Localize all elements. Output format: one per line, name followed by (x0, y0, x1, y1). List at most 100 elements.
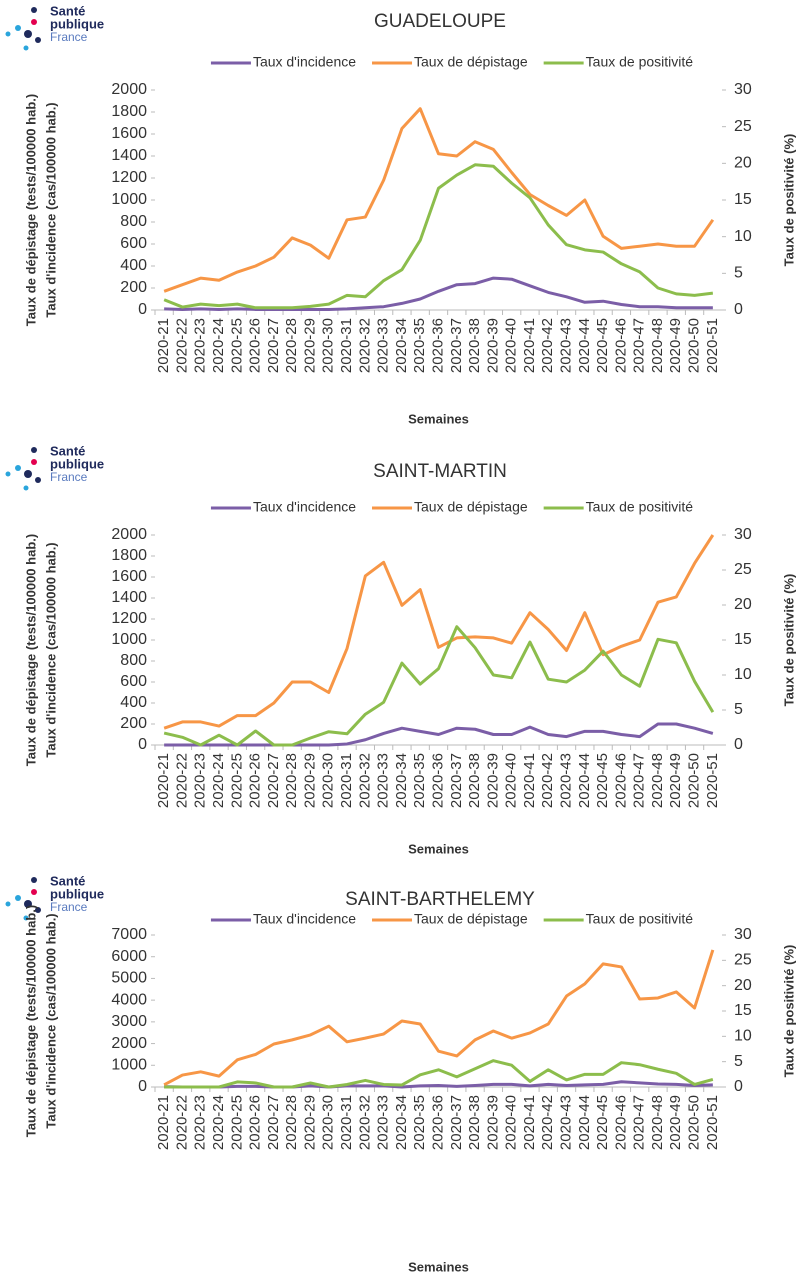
x-tick-label: 2020-38 (466, 753, 483, 808)
logo-dot (31, 889, 37, 895)
x-tick-label: 2020-51 (704, 318, 721, 373)
legend-label: Taux d'incidence (253, 911, 356, 927)
y2-tick-label: 5 (734, 701, 743, 718)
x-tick-label: 2020-32 (356, 753, 373, 808)
x-tick-label: 2020-47 (631, 1095, 648, 1150)
y-tick-label: 1000 (111, 1057, 147, 1074)
logo-dot (35, 37, 41, 43)
x-tick-label: 2020-31 (338, 753, 355, 808)
legend: Taux d'incidence Taux de dépistage Taux de… (210, 911, 693, 927)
y2-tick-label: 10 (734, 228, 752, 245)
y-tick-label: 1200 (111, 610, 147, 627)
logo-text: France (50, 900, 88, 914)
y-tick-label: 1600 (111, 568, 147, 585)
x-tick-label: 2020-25 (228, 318, 245, 373)
x-tick-label: 2020-24 (210, 318, 227, 373)
y2-axis-title: Taux de positivité (%) (781, 134, 796, 267)
logo-dot (15, 465, 21, 471)
logo-dot (31, 877, 37, 883)
x-tick-label: 2020-51 (704, 1095, 721, 1150)
y-tick-label: 1200 (111, 169, 147, 186)
y2-tick-label: 25 (734, 952, 752, 969)
y-tick-label: 1800 (111, 103, 147, 120)
y-tick-label: 400 (120, 694, 147, 711)
legend-label: Taux d'incidence (253, 499, 356, 515)
x-tick-label: 2020-28 (283, 753, 300, 808)
x-tick-label: 2020-35 (411, 753, 428, 808)
x-tick-label: 2020-34 (393, 753, 410, 808)
x-tick-label: 2020-44 (576, 753, 593, 808)
x-tick-label: 2020-22 (173, 318, 190, 373)
legend-label: Taux de positivité (586, 54, 694, 70)
x-tick-label: 2020-36 (429, 1095, 446, 1150)
x-tick-label: 2020-49 (667, 1095, 684, 1150)
series-line (163, 534, 715, 730)
x-tick-label: 2020-21 (155, 1095, 172, 1150)
y-tick-label: 600 (120, 235, 147, 252)
x-tick-label: 2020-33 (375, 318, 392, 373)
x-tick-label: 2020-40 (503, 318, 520, 373)
chart-title: GUADELOUPE (374, 11, 506, 32)
x-tick-label: 2020-46 (612, 1095, 629, 1150)
y-axis-title: Taux de dépistage (tests/100000 hab.) (23, 94, 38, 326)
y-tick-label: 0 (138, 301, 147, 318)
logo-text: Santé (50, 3, 85, 18)
y-tick-label: 200 (120, 279, 147, 296)
y2-tick-label: 5 (734, 1053, 743, 1070)
y-tick-label: 4000 (111, 991, 147, 1008)
x-tick-label: 2020-37 (448, 753, 465, 808)
x-tick-label: 2020-49 (667, 753, 684, 808)
x-tick-label: 2020-42 (539, 753, 556, 808)
legend-label: Taux d'incidence (253, 54, 356, 70)
y-tick-label: 400 (120, 257, 147, 274)
logo-text: Santé (50, 443, 85, 458)
x-tick-label: 2020-23 (192, 753, 209, 808)
x-axis-title: Semaines (408, 411, 469, 426)
logo-dot (5, 471, 11, 477)
x-tick-label: 2020-29 (301, 318, 318, 373)
x-tick-label: 2020-45 (594, 318, 611, 373)
series-line (164, 1080, 713, 1089)
series-line (164, 722, 714, 747)
x-tick-label: 2020-44 (576, 1095, 593, 1150)
y-tick-label: 1000 (111, 191, 147, 208)
logo-dot (5, 31, 11, 37)
x-tick-label: 2020-26 (247, 1095, 264, 1150)
x-tick-label: 2020-48 (649, 1095, 666, 1150)
x-tick-label: 2020-21 (155, 318, 172, 373)
x-tick-label: 2020-45 (594, 753, 611, 808)
y-axis-title: Taux de dépistage (tests/100000 hab.) (23, 534, 38, 766)
x-tick-label: 2020-37 (448, 318, 465, 373)
y2-tick-label: 0 (734, 1078, 743, 1095)
x-tick-label: 2020-36 (429, 753, 446, 808)
logo-dot (24, 470, 32, 478)
y2-tick-label: 15 (734, 191, 752, 208)
y2-tick-label: 10 (734, 1028, 752, 1045)
logo-text: France (50, 30, 88, 44)
x-tick-label: 2020-41 (521, 318, 538, 373)
chart-title: SAINT-BARTHELEMY (345, 889, 535, 910)
logo-dot (35, 477, 41, 483)
x-tick-label: 2020-34 (393, 318, 410, 373)
y-axis-title: Taux d'incidence (cas/100000 hab.) (43, 102, 58, 317)
y-tick-label: 800 (120, 213, 147, 230)
x-tick-label: 2020-45 (594, 1095, 611, 1150)
x-tick-label: 2020-26 (247, 318, 264, 373)
y-axis-title: Taux d'incidence (cas/100000 hab.) (43, 913, 58, 1128)
legend-label: Taux de dépistage (414, 54, 528, 70)
logo-dot (24, 30, 32, 38)
y-tick-label: 1800 (111, 547, 147, 564)
y-tick-label: 5000 (111, 970, 147, 987)
x-tick-label: 2020-51 (704, 753, 721, 808)
y-tick-label: 1400 (111, 589, 147, 606)
y-tick-label: 0 (138, 1078, 147, 1095)
x-tick-label: 2020-47 (631, 318, 648, 373)
x-tick-label: 2020-23 (192, 318, 209, 373)
x-axis-title: Semaines (408, 841, 469, 856)
x-tick-label: 2020-32 (356, 318, 373, 373)
x-tick-label: 2020-32 (356, 1095, 373, 1150)
y-tick-label: 0 (138, 736, 147, 753)
logo-text: publique (50, 886, 104, 901)
y2-tick-label: 30 (734, 526, 752, 543)
x-tick-label: 2020-49 (667, 318, 684, 373)
